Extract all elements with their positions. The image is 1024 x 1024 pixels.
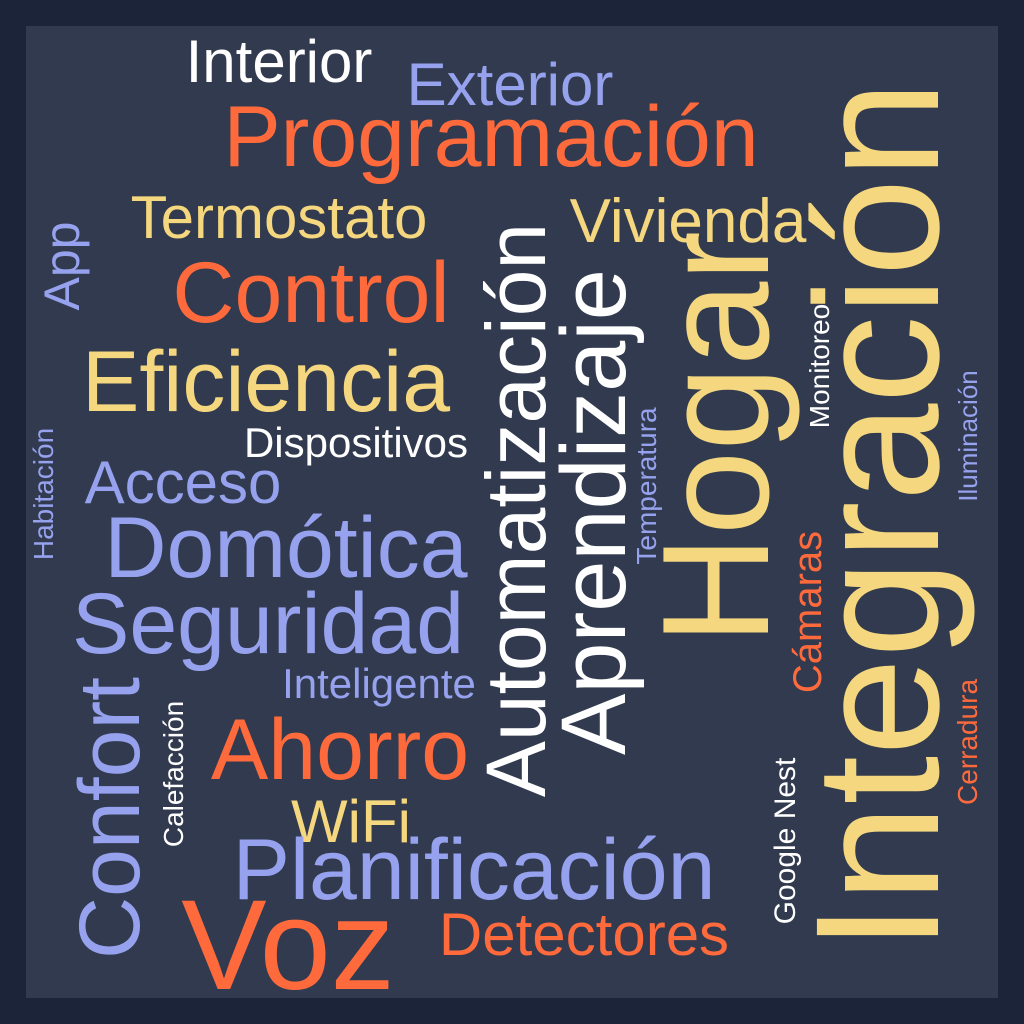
word-acceso: Acceso	[84, 449, 282, 516]
word-confort: Confort	[62, 676, 158, 960]
word-google-nest: Google Nest	[769, 757, 802, 925]
word-voz: Voz	[181, 874, 395, 1017]
word-calefaccion: Calefacción	[158, 700, 189, 848]
word-wifi: WiFi	[291, 788, 411, 855]
word-exterior: Exterior	[406, 51, 614, 118]
word-temperatura: Temperatura	[631, 407, 662, 565]
word-cerradura: Cerradura	[952, 678, 983, 806]
word-ahorro: Ahorro	[210, 702, 470, 798]
word-automatizacion: Automatización	[469, 222, 563, 798]
word-interior: Interior	[185, 28, 373, 95]
word-inteligente: Inteligente	[282, 660, 476, 707]
word-integracion: Integración	[780, 80, 976, 952]
word-hogar: Hogar	[631, 231, 801, 645]
word-cloud-panel	[26, 26, 998, 998]
word-detectores: Detectores	[438, 901, 730, 968]
word-camaras: Cámaras	[786, 530, 830, 694]
word-seguridad: Seguridad	[71, 576, 465, 672]
word-vivienda: Vivienda	[569, 187, 807, 256]
word-app: App	[34, 221, 90, 311]
word-dispositivos: Dispositivos	[243, 419, 469, 466]
word-monitoreo: Monitoreo	[804, 303, 835, 429]
word-termostato: Termostato	[130, 184, 428, 251]
word-control: Control	[172, 245, 450, 341]
word-iluminacion: Iluminación	[953, 370, 983, 502]
word-domotica: Domótica	[104, 500, 468, 596]
word-planificacion: Planificación	[232, 822, 716, 918]
word-habitacion: Habitación	[28, 427, 59, 561]
word-programacion: Programación	[223, 89, 759, 185]
word-eficiencia: Eficiencia	[81, 334, 451, 430]
